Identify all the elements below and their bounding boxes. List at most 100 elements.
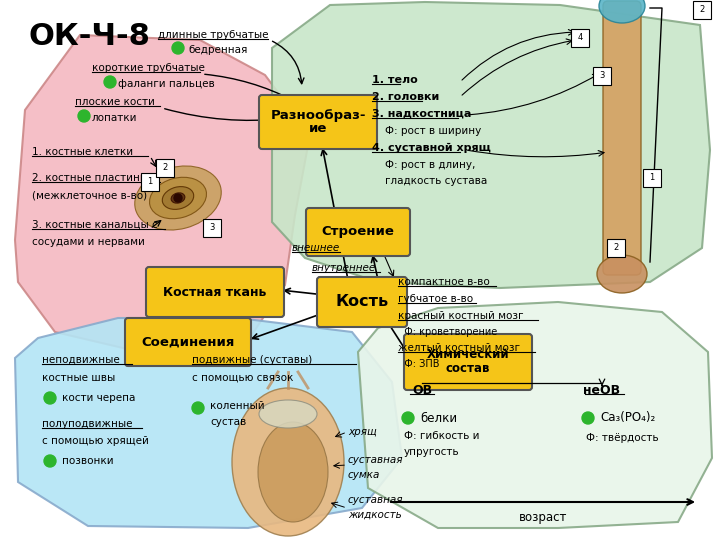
Circle shape [174,194,182,202]
Ellipse shape [258,422,328,522]
Text: хрящ: хрящ [348,427,377,437]
FancyBboxPatch shape [571,29,589,47]
Text: 2. костные пластинки: 2. костные пластинки [32,173,153,183]
Circle shape [172,42,184,54]
Ellipse shape [171,193,185,203]
Text: белки: белки [420,411,457,424]
Ellipse shape [162,187,194,210]
FancyBboxPatch shape [607,239,625,257]
Text: 2: 2 [699,5,705,15]
Text: Ф: кроветворение: Ф: кроветворение [398,327,498,337]
FancyBboxPatch shape [306,208,410,256]
Text: Ф: гибкость и: Ф: гибкость и [404,431,480,441]
Polygon shape [15,318,402,528]
FancyBboxPatch shape [203,219,221,237]
Text: губчатое в-во: губчатое в-во [398,294,473,304]
Text: Строение: Строение [322,226,395,239]
Text: сустав: сустав [210,417,246,427]
Circle shape [104,76,116,88]
Circle shape [78,110,90,122]
Text: суставная: суставная [348,495,403,505]
Text: Кость: Кость [336,294,389,309]
FancyBboxPatch shape [404,334,532,390]
Text: внешнее: внешнее [292,243,341,253]
Text: 3. надкостница: 3. надкостница [372,109,472,119]
FancyBboxPatch shape [259,95,377,149]
Text: 2: 2 [163,164,168,172]
Text: кости черепа: кости черепа [62,393,135,403]
Text: подвижные (суставы): подвижные (суставы) [192,355,312,365]
Ellipse shape [232,388,344,536]
Text: ОК-Ч-8: ОК-Ч-8 [28,22,150,51]
Text: плоские кости: плоские кости [75,97,155,107]
Text: Соединения: Соединения [141,335,235,348]
FancyBboxPatch shape [156,159,174,177]
FancyBboxPatch shape [593,67,611,85]
Text: 1: 1 [649,173,654,183]
Text: Костная ткань: Костная ткань [163,286,266,299]
Text: 3. костные канальцы с: 3. костные канальцы с [32,220,158,230]
Text: Ф: рост в ширину: Ф: рост в ширину [372,126,481,136]
Text: красный костный мозг: красный костный мозг [398,311,523,321]
Text: суставная: суставная [348,455,403,465]
Text: ОВ: ОВ [412,383,432,396]
Text: позвонки: позвонки [62,456,114,466]
Polygon shape [272,2,710,288]
Text: неподвижные: неподвижные [42,355,120,365]
Text: сосудами и нервами: сосудами и нервами [32,237,145,247]
Ellipse shape [597,255,647,293]
Text: костные швы: костные швы [42,373,115,383]
Text: Ф: рост в длину,: Ф: рост в длину, [372,160,475,170]
Ellipse shape [150,177,207,219]
FancyBboxPatch shape [603,1,641,275]
Ellipse shape [259,400,317,428]
Text: короткие трубчатые: короткие трубчатые [92,63,205,73]
Circle shape [582,412,594,424]
Polygon shape [358,302,712,528]
Text: лопатки: лопатки [92,113,138,123]
Text: компактное в-во: компактное в-во [398,277,490,287]
Text: Разнообраз-
ие: Разнообраз- ие [270,109,366,136]
Ellipse shape [599,0,645,23]
Text: неОВ: неОВ [583,383,621,396]
Text: жидкость: жидкость [348,510,402,520]
FancyBboxPatch shape [693,1,711,19]
FancyBboxPatch shape [146,267,284,317]
Ellipse shape [135,166,221,230]
Circle shape [44,392,56,404]
Text: коленный: коленный [210,401,265,411]
Text: 4: 4 [577,33,582,43]
Text: длинные трубчатые: длинные трубчатые [158,30,269,40]
Text: бедренная: бедренная [188,45,248,55]
FancyBboxPatch shape [125,318,251,366]
Text: Ф: твёрдость: Ф: твёрдость [586,433,659,443]
Text: желтый костный мозг: желтый костный мозг [398,343,520,353]
Text: 3: 3 [210,224,215,233]
FancyBboxPatch shape [643,169,661,187]
Text: гладкость сустава: гладкость сустава [372,176,487,186]
Circle shape [192,402,204,414]
Text: 1: 1 [148,178,153,186]
FancyBboxPatch shape [141,173,159,191]
Text: 2: 2 [613,244,618,253]
Text: с помощью хрящей: с помощью хрящей [42,436,149,446]
Text: 1. тело: 1. тело [372,75,418,85]
Text: сумка: сумка [348,470,380,480]
Circle shape [402,412,414,424]
Text: упругость: упругость [404,447,459,457]
Text: Ca₃(PO₄)₂: Ca₃(PO₄)₂ [600,411,655,424]
Polygon shape [15,35,310,352]
Text: внутреннее: внутреннее [312,263,377,273]
Text: 4. суставной хрящ: 4. суставной хрящ [372,143,491,153]
Text: Ф: ЗПВ: Ф: ЗПВ [398,359,439,369]
Text: 2. головки: 2. головки [372,92,439,102]
Text: Химический
состав: Химический состав [427,348,509,375]
Text: полуподвижные: полуподвижные [42,419,132,429]
Text: с помощью связок: с помощью связок [192,373,293,383]
Text: 1. костные клетки: 1. костные клетки [32,147,133,157]
Text: возраст: возраст [519,511,567,524]
FancyBboxPatch shape [317,277,407,327]
Circle shape [44,455,56,467]
Text: (межклеточное в-во): (межклеточное в-во) [32,190,147,200]
Text: фаланги пальцев: фаланги пальцев [118,79,215,89]
